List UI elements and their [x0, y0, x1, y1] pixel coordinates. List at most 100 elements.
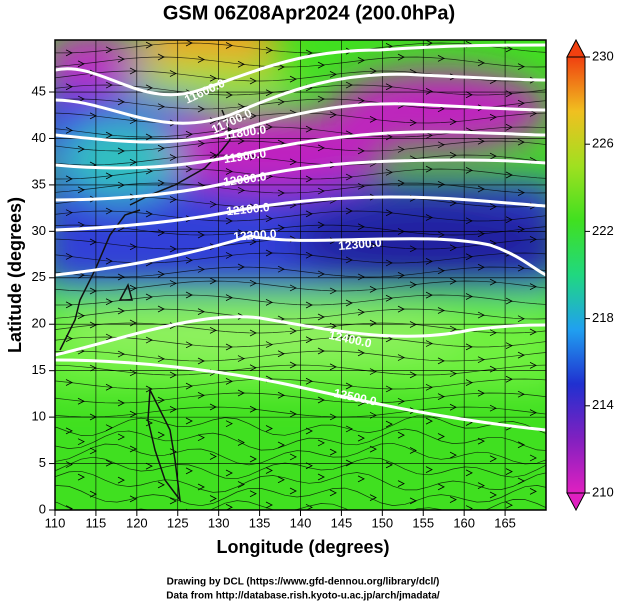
stream-arrow	[185, 341, 193, 349]
stream-arrow	[265, 46, 273, 54]
stream-arrow	[317, 144, 325, 152]
y-tick-label: 0	[39, 501, 46, 516]
x-tick-label: 140	[290, 515, 312, 530]
stream-arrow	[505, 297, 513, 305]
stream-arrow	[385, 168, 393, 176]
stream-arrow	[209, 277, 217, 285]
stream-arrow	[517, 264, 525, 272]
stream-arrow	[237, 481, 245, 488]
stream-arrow	[517, 189, 525, 197]
streamline	[55, 56, 546, 68]
stream-arrow	[517, 63, 525, 70]
y-tick-label: 15	[32, 362, 46, 377]
stream-arrow	[397, 354, 405, 361]
streamline	[55, 266, 546, 278]
stream-arrow	[329, 363, 337, 371]
stream-arrow	[117, 147, 125, 155]
stream-arrow	[517, 99, 525, 107]
stream-arrow	[129, 117, 137, 125]
streamline	[55, 442, 546, 466]
stream-arrow	[305, 210, 313, 218]
streamline	[55, 168, 546, 180]
streamline	[55, 308, 546, 320]
stream-arrow	[345, 207, 353, 215]
stream-arrow	[449, 403, 457, 411]
colorbar-extend-bottom	[566, 492, 586, 512]
stream-arrow	[329, 489, 337, 497]
streamline	[55, 485, 546, 507]
stream-arrow	[369, 445, 377, 453]
stream-arrow	[397, 146, 405, 153]
stream-arrow	[105, 298, 113, 306]
streamline	[55, 210, 546, 222]
stream-arrow	[305, 125, 313, 133]
stream-arrow	[529, 283, 537, 290]
stream-arrow	[449, 451, 457, 459]
colorbar-tick-label: 210	[592, 484, 614, 499]
stream-arrow	[129, 67, 137, 75]
stream-arrow	[237, 229, 245, 237]
stream-arrow	[425, 383, 433, 391]
streamline	[55, 378, 546, 390]
stream-arrow	[449, 496, 457, 503]
stream-arrow	[369, 242, 377, 249]
stream-arrow	[465, 505, 473, 510]
stream-arrow	[505, 468, 513, 475]
stream-arrow	[385, 209, 393, 217]
stream-arrow	[106, 509, 107, 510]
stream-arrow	[397, 480, 405, 487]
stream-arrow	[225, 420, 233, 428]
stream-arrow	[209, 74, 217, 82]
credit-line: Data from http://database.rish.kyoto-u.a…	[166, 591, 440, 602]
x-tick-label: 130	[208, 515, 230, 530]
stream-arrow	[277, 98, 285, 106]
stream-arrow	[529, 487, 537, 495]
stream-arrow	[225, 42, 233, 49]
stream-arrow	[409, 447, 417, 454]
stream-arrow	[465, 469, 473, 477]
stream-arrow	[529, 409, 537, 417]
stream-arrow	[397, 431, 405, 439]
stream-arrow	[357, 434, 365, 442]
stream-arrow	[385, 259, 393, 267]
stream-arrow	[477, 230, 485, 238]
y-tick-label: 10	[32, 409, 46, 424]
stream-arrow	[129, 410, 137, 418]
stream-arrow	[237, 137, 245, 145]
y-tick-label: 25	[32, 269, 46, 284]
stream-arrow	[317, 313, 325, 321]
stream-arrow	[385, 385, 393, 393]
stream-arrow	[465, 91, 473, 99]
stream-arrow	[185, 165, 193, 173]
stream-arrow	[425, 214, 433, 221]
stream-arrow	[305, 175, 313, 183]
stream-arrow	[505, 375, 513, 383]
stream-arrow	[77, 145, 85, 153]
stream-arrow	[169, 280, 177, 287]
stream-arrow	[529, 110, 537, 117]
stream-arrow	[385, 420, 393, 428]
streamline	[55, 224, 546, 236]
stream-arrow	[529, 236, 537, 243]
stream-arrow	[369, 67, 377, 75]
stream-arrow	[345, 333, 353, 341]
stream-arrow	[209, 403, 217, 411]
stream-arrow	[157, 53, 165, 61]
stream-arrow	[129, 243, 137, 251]
stream-arrow	[517, 477, 525, 485]
stream-arrow	[105, 333, 113, 341]
stream-arrow	[317, 221, 325, 229]
stream-arrow	[477, 311, 485, 319]
stream-arrow	[157, 431, 165, 439]
stream-arrow	[249, 329, 257, 337]
stream-arrow	[317, 396, 325, 404]
stream-arrow	[397, 53, 405, 61]
stream-arrow	[105, 131, 113, 139]
stream-arrow	[65, 253, 73, 260]
streamline	[55, 154, 546, 166]
stream-arrow	[305, 251, 313, 259]
stream-arrow	[317, 439, 325, 447]
x-tick-label: 165	[494, 515, 516, 530]
colorbar-tick-label: 230	[592, 48, 614, 63]
contour-label: 12300.0	[338, 235, 383, 253]
